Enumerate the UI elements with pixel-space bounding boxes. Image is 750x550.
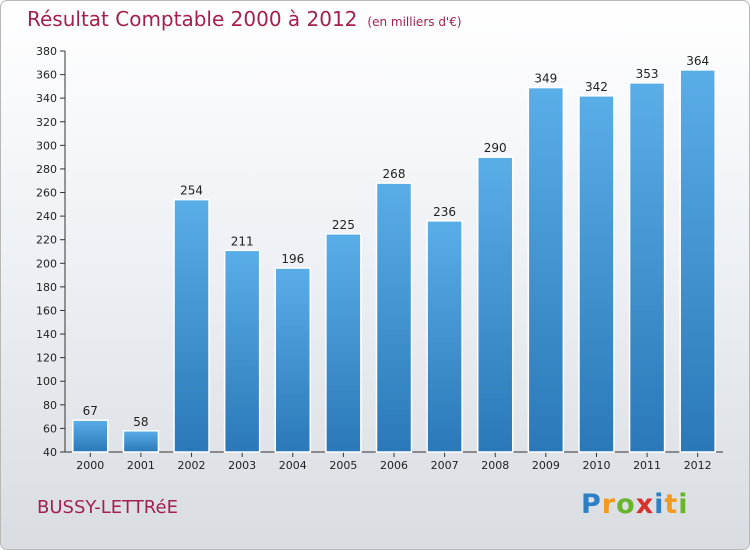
bar-value-label: 342	[585, 80, 608, 94]
brand-letter: P	[581, 489, 602, 520]
bar-2003	[223, 249, 261, 453]
y-tick-label: 60	[43, 422, 57, 435]
y-tick-label: 380	[36, 45, 57, 58]
x-tick-label: 2012	[684, 459, 712, 472]
bar-2006	[375, 182, 413, 453]
brand-logo: Proxiti	[581, 489, 689, 520]
brand-letter: i	[654, 489, 665, 520]
bar-value-label: 225	[332, 218, 355, 232]
brand-letter: o	[616, 489, 636, 520]
y-tick-label: 360	[36, 69, 57, 82]
bar-value-label: 67	[83, 404, 98, 418]
bar-2009	[527, 86, 565, 453]
bar-value-label: 236	[433, 205, 456, 219]
bar-2008	[476, 156, 514, 453]
bar-value-label: 268	[383, 167, 406, 181]
bar-2007	[426, 220, 463, 453]
y-tick-label: 280	[36, 163, 57, 176]
brand-letter: r	[601, 489, 617, 520]
y-tick-label: 180	[36, 281, 57, 294]
x-tick-label: 2011	[633, 459, 661, 472]
bar-value-label: 254	[180, 184, 203, 198]
y-tick-label: 240	[36, 210, 57, 223]
bar-2005	[325, 233, 362, 453]
y-tick-label: 100	[36, 375, 57, 388]
x-tick-label: 2004	[279, 459, 307, 472]
x-tick-label: 2007	[431, 459, 459, 472]
x-tick-label: 2008	[481, 459, 509, 472]
bar-2010	[578, 95, 615, 453]
bar-2000	[72, 419, 109, 453]
y-tick-label: 160	[36, 304, 57, 317]
brand-letter: x	[635, 489, 655, 520]
bar-2004	[274, 267, 312, 453]
y-tick-label: 300	[36, 139, 57, 152]
bar-value-label: 353	[636, 67, 659, 81]
chart-title: Résultat Comptable 2000 à 2012 (en millie…	[27, 7, 462, 31]
location-label: BUSSY-LETTRéE	[37, 497, 178, 518]
x-tick-label: 2000	[76, 459, 104, 472]
x-tick-label: 2010	[582, 459, 610, 472]
x-tick-label: 2003	[228, 459, 256, 472]
x-tick-label: 2002	[178, 459, 206, 472]
y-tick-label: 260	[36, 187, 57, 200]
y-tick-label: 40	[43, 446, 57, 459]
bar-value-label: 364	[686, 54, 709, 68]
bar-value-label: 58	[133, 415, 148, 429]
brand-letter: i	[678, 489, 689, 520]
x-tick-label: 2001	[127, 459, 155, 472]
bar-2001	[122, 430, 160, 453]
bar-value-label: 290	[484, 141, 507, 155]
y-tick-label: 140	[36, 328, 57, 341]
y-tick-label: 340	[36, 92, 57, 105]
bar-2012	[679, 69, 716, 453]
y-tick-label: 80	[43, 399, 57, 412]
y-tick-label: 320	[36, 116, 57, 129]
bar-2011	[628, 82, 666, 453]
chart-title-main: Résultat Comptable 2000 à 2012	[27, 7, 358, 31]
x-tick-label: 2009	[532, 459, 560, 472]
bar-value-label: 196	[281, 252, 304, 266]
bar-2002	[173, 198, 210, 453]
chart-subtitle: (en milliers d'€)	[367, 15, 462, 29]
y-tick-label: 220	[36, 234, 57, 247]
y-tick-label: 120	[36, 352, 57, 365]
x-tick-label: 2006	[380, 459, 408, 472]
bar-value-label: 349	[534, 72, 557, 86]
brand-letter: t	[664, 489, 679, 520]
x-tick-label: 2005	[329, 459, 357, 472]
bar-value-label: 211	[231, 234, 254, 248]
y-tick-label: 200	[36, 257, 57, 270]
